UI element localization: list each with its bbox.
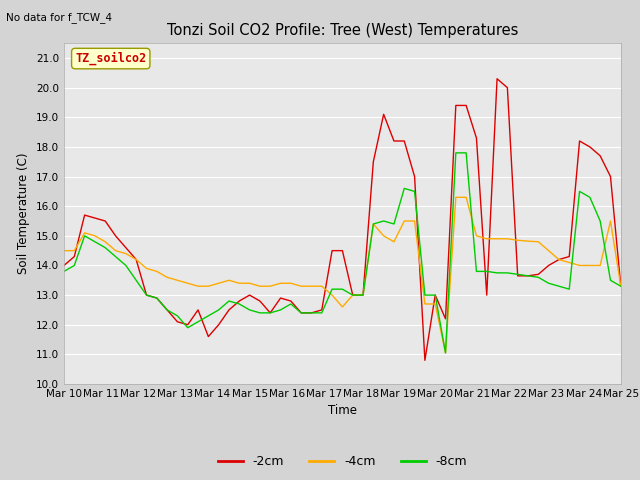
-4cm (452, 194, 460, 200)
-2cm (194, 307, 202, 313)
-4cm (576, 263, 584, 268)
-8cm (194, 319, 202, 324)
-2cm (60, 263, 68, 268)
-4cm (442, 350, 449, 356)
-4cm (194, 283, 202, 289)
-2cm (607, 174, 614, 180)
Line: -4cm: -4cm (64, 197, 621, 353)
-2cm (576, 138, 584, 144)
-4cm (607, 218, 614, 224)
-2cm (493, 76, 501, 82)
-2cm (122, 245, 130, 251)
-2cm (421, 358, 429, 363)
-4cm (617, 283, 625, 289)
Line: -2cm: -2cm (64, 79, 621, 360)
-8cm (617, 283, 625, 289)
Text: TZ_soilco2: TZ_soilco2 (75, 52, 147, 65)
Legend: -2cm, -4cm, -8cm: -2cm, -4cm, -8cm (212, 450, 472, 473)
-4cm (60, 248, 68, 253)
-8cm (60, 268, 68, 274)
-8cm (576, 189, 584, 194)
Text: No data for f_TCW_4: No data for f_TCW_4 (6, 12, 113, 23)
-8cm (163, 307, 171, 313)
Line: -8cm: -8cm (64, 153, 621, 353)
-2cm (163, 307, 171, 313)
-8cm (607, 277, 614, 283)
-8cm (452, 150, 460, 156)
-4cm (266, 283, 274, 289)
X-axis label: Time: Time (328, 405, 357, 418)
Title: Tonzi Soil CO2 Profile: Tree (West) Temperatures: Tonzi Soil CO2 Profile: Tree (West) Temp… (166, 23, 518, 38)
-4cm (163, 275, 171, 280)
-8cm (266, 310, 274, 316)
Y-axis label: Soil Temperature (C): Soil Temperature (C) (17, 153, 31, 275)
-2cm (266, 310, 274, 316)
-4cm (122, 251, 130, 256)
-2cm (617, 283, 625, 289)
-8cm (442, 350, 449, 356)
-8cm (122, 263, 130, 268)
